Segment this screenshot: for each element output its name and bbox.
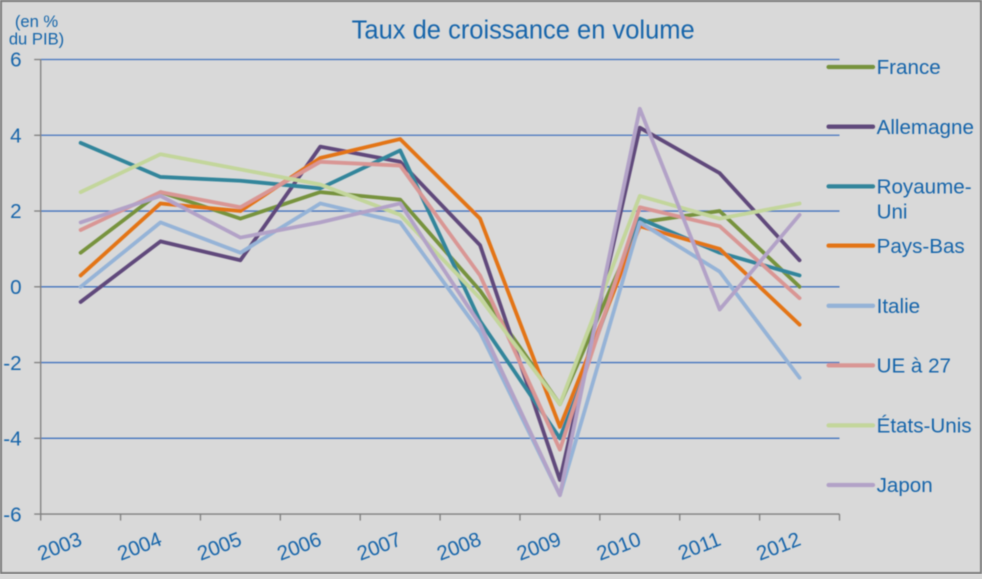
svg-text:Allemagne: Allemagne [877,116,974,139]
svg-text:-2: -2 [3,352,21,375]
svg-text:Taux de croissance en volume: Taux de croissance en volume [352,17,695,45]
svg-text:2: 2 [10,200,21,223]
svg-text:Uni: Uni [877,201,908,224]
svg-text:-6: -6 [3,503,21,526]
svg-text:États-Unis: États-Unis [877,415,972,438]
svg-text:France: France [877,56,941,79]
svg-text:du PIB): du PIB) [9,29,64,48]
svg-text:Pays-Bas: Pays-Bas [877,235,965,258]
svg-text:-4: -4 [3,428,21,451]
svg-text:Japon: Japon [877,474,933,497]
svg-text:0: 0 [10,276,21,299]
svg-text:Italie: Italie [877,295,921,318]
svg-text:UE à 27: UE à 27 [877,355,951,378]
svg-text:6: 6 [10,49,21,72]
svg-text:(en %: (en % [15,12,59,31]
svg-text:4: 4 [10,124,21,147]
svg-text:Royaume-: Royaume- [877,176,972,199]
